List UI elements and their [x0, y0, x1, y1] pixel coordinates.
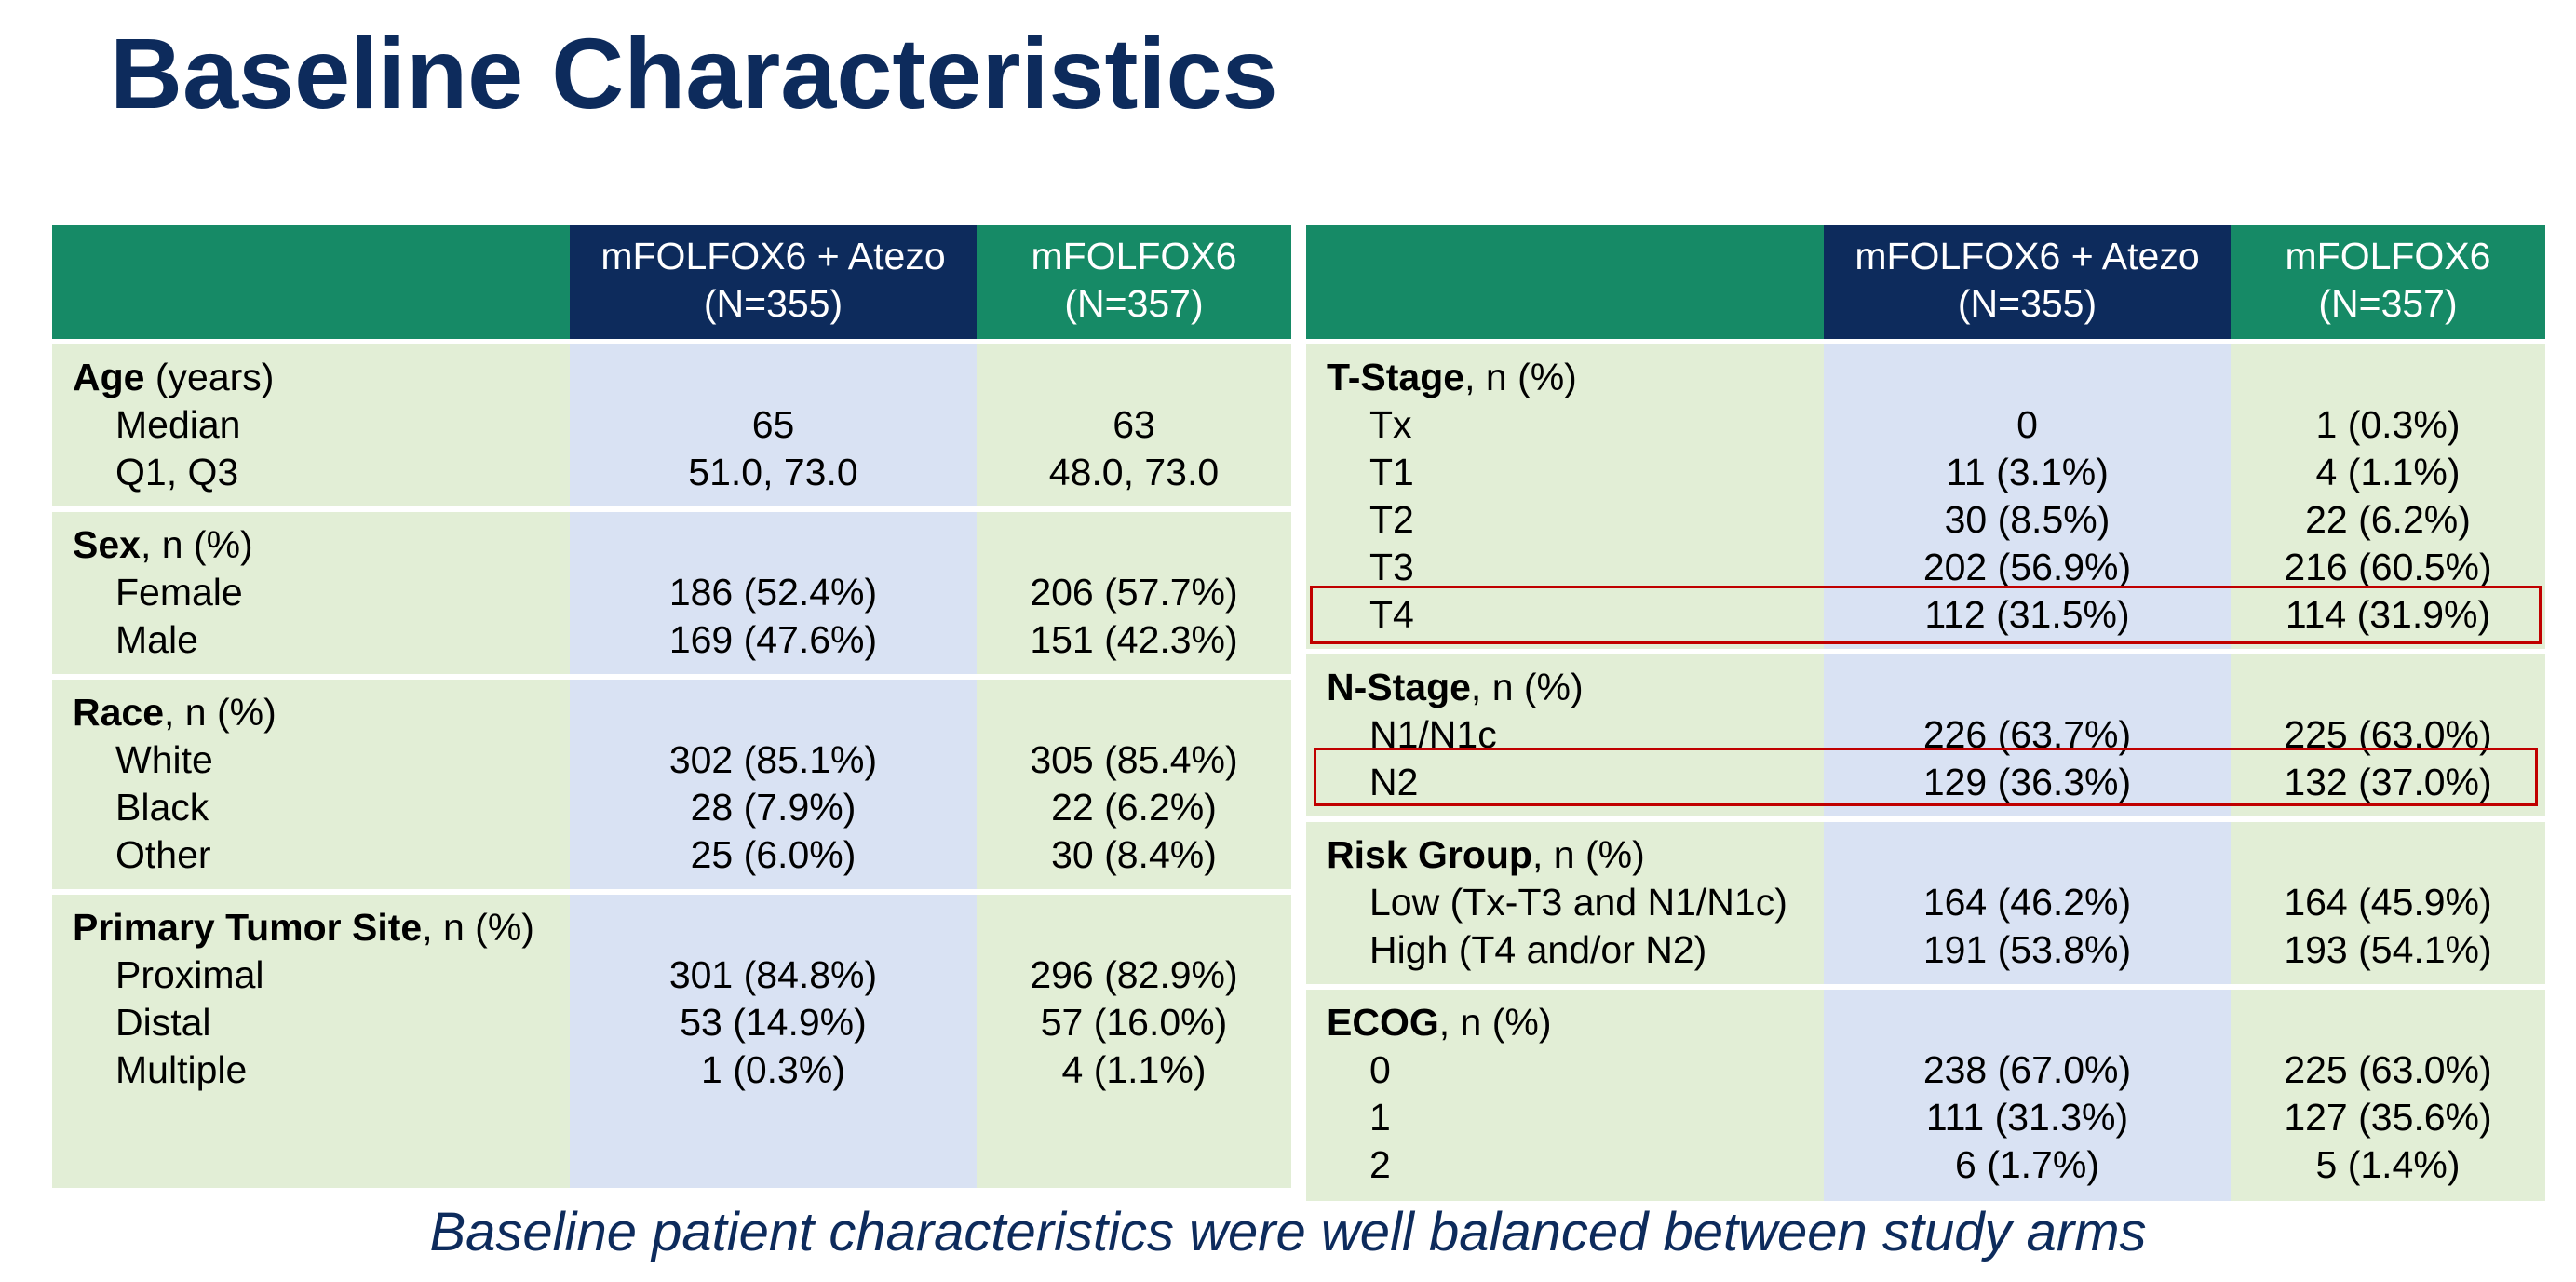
table-row: Distal 53 (14.9%) 57 (16.0%)	[115, 1001, 1228, 1044]
table-row: T1 11 (3.1%) 4 (1.1%)	[1369, 451, 2461, 493]
section-primary-tumor-site: Primary Tumor Site, n (%) Proximal 301 (…	[52, 895, 1291, 1188]
table-row: N1/N1c 226 (63.7%) 225 (63.0%)	[1369, 713, 2492, 756]
section-heading: ECOG, n (%)	[1327, 1001, 1552, 1044]
section-n-stage: N-Stage, n (%) N1/N1c 226 (63.7%) 225 (6…	[1306, 654, 2545, 816]
table-row: 0 238 (67.0%) 225 (63.0%)	[1369, 1048, 2492, 1091]
table-row-highlighted: T4 112 (31.5%) 114 (31.9%)	[1369, 593, 2491, 636]
section-heading: Risk Group, n (%)	[1327, 833, 1645, 876]
header-arm2: mFOLFOX6 (N=357)	[1031, 235, 1237, 325]
table-row: White 302 (85.1%) 305 (85.4%)	[115, 738, 1238, 781]
section-age: Age (years) Median 65 63 Q1, Q3 51.0, 73…	[52, 344, 1291, 506]
table-row: Multiple 1 (0.3%) 4 (1.1%)	[115, 1048, 1207, 1091]
header-arm1: mFOLFOX6 + Atezo (N=355)	[600, 235, 946, 325]
table-row: Male 169 (47.6%) 151 (42.3%)	[115, 618, 1238, 661]
section-heading: Sex, n (%)	[73, 523, 253, 566]
baseline-table-left: mFOLFOX6 + Atezo (N=355) mFOLFOX6 (N=357) …	[52, 225, 1291, 1188]
section-race: Race, n (%) White 302 (85.1%) 305 (85.4%…	[52, 680, 1291, 889]
section-sex: Sex, n (%) Female 186 (52.4%) 206 (57.7%…	[52, 512, 1291, 674]
section-heading: T-Stage, n (%)	[1327, 356, 1577, 398]
table-row: T3 202 (56.9%) 216 (60.5%)	[1369, 546, 2492, 588]
table-row-highlighted: N2 129 (36.3%) 132 (37.0%)	[1369, 761, 2492, 803]
section-heading: Race, n (%)	[73, 691, 276, 734]
section-heading: Primary Tumor Site, n (%)	[73, 906, 534, 949]
header-arm1: mFOLFOX6 + Atezo (N=355)	[1854, 235, 2200, 325]
header-arm2: mFOLFOX6 (N=357)	[2285, 235, 2491, 325]
table-row: 1 111 (31.3%) 127 (35.6%)	[1369, 1096, 2492, 1139]
table-row: Female 186 (52.4%) 206 (57.7%)	[115, 571, 1238, 614]
table-row: Median 65 63	[115, 403, 1155, 446]
table-row: Other 25 (6.0%) 30 (8.4%)	[115, 833, 1217, 876]
table-row: Proximal 301 (84.8%) 296 (82.9%)	[115, 953, 1238, 996]
table-row: Tx 0 1 (0.3%)	[1369, 403, 2461, 446]
table-row: Black 28 (7.9%) 22 (6.2%)	[115, 786, 1217, 829]
footer-caption: Baseline patient characteristics were we…	[429, 1202, 2147, 1262]
table-row: High (T4 and/or N2) 191 (53.8%) 193 (54.…	[1369, 928, 2492, 971]
table-row: Q1, Q3 51.0, 73.0 48.0, 73.0	[115, 451, 1220, 493]
baseline-table-right: mFOLFOX6 + Atezo (N=355) mFOLFOX6 (N=357) …	[1306, 225, 2545, 1201]
section-risk-group: Risk Group, n (%) Low (Tx-T3 and N1/N1c)…	[1306, 822, 2545, 984]
table-header: mFOLFOX6 + Atezo (N=355) mFOLFOX6 (N=357)	[1306, 225, 2545, 339]
section-t-stage: T-Stage, n (%) Tx 0 1 (0.3%) T1 11 (3.1%…	[1306, 344, 2545, 649]
table-header: mFOLFOX6 + Atezo (N=355) mFOLFOX6 (N=357)	[52, 225, 1291, 339]
page-title: Baseline Characteristics	[110, 17, 1278, 129]
table-row: T2 30 (8.5%) 22 (6.2%)	[1369, 498, 2471, 541]
table-row: 2 6 (1.7%) 5 (1.4%)	[1369, 1143, 2461, 1186]
section-heading: Age (years)	[73, 356, 275, 398]
section-ecog: ECOG, n (%) 0 238 (67.0%) 225 (63.0%) 1 …	[1306, 990, 2545, 1201]
table-row: Low (Tx-T3 and N1/N1c) 164 (46.2%) 164 (…	[1369, 881, 2492, 924]
section-heading: N-Stage, n (%)	[1327, 666, 1584, 708]
